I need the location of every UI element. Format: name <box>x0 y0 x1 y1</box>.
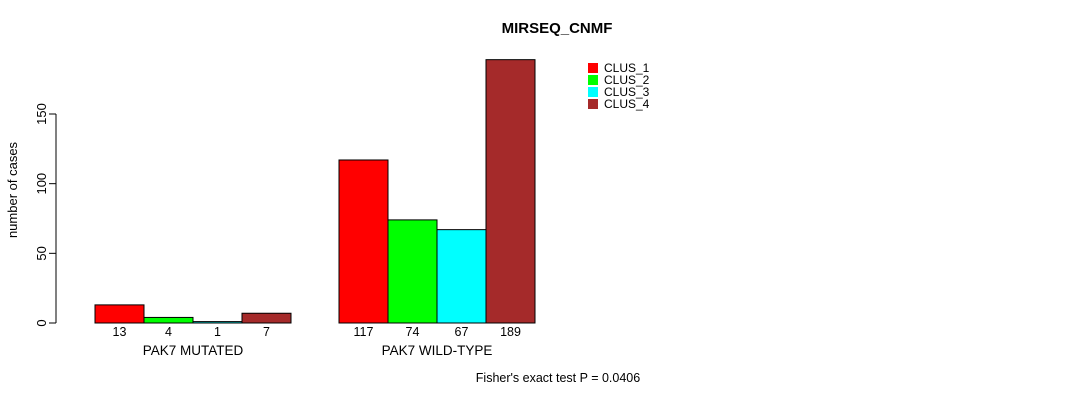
chart-title: MIRSEQ_CNMF <box>501 20 613 37</box>
legend-label: CLUS_1 <box>604 61 650 75</box>
group-label: PAK7 MUTATED <box>143 343 244 358</box>
bar-clus_2-mutated <box>143 316 194 324</box>
legend-label: CLUS_2 <box>604 73 650 87</box>
y-tick-label: 100 <box>34 173 49 195</box>
bar-value-label: 67 <box>455 325 469 339</box>
pvalue-annotation: Fisher's exact test P = 0.0406 <box>475 371 641 385</box>
bar-clus_4-wildtype <box>485 59 536 324</box>
legend-item-clus_4: CLUS_4 <box>588 98 649 110</box>
bar-value-label: 7 <box>263 325 270 339</box>
legend: CLUS_1 CLUS_2 CLUS_3 CLUS_4 <box>588 62 649 110</box>
bar-clus_2-wildtype <box>387 219 438 324</box>
legend-swatch-clus_4 <box>588 99 598 109</box>
legend-swatch-clus_1 <box>588 63 598 73</box>
legend-label: CLUS_4 <box>604 97 650 111</box>
bar-value-label: 189 <box>500 325 521 339</box>
legend-item-clus_3: CLUS_3 <box>588 86 649 98</box>
bar-value-label: 117 <box>354 325 374 339</box>
y-tick-label: 50 <box>34 246 49 260</box>
legend-item-clus_1: CLUS_1 <box>588 62 649 74</box>
bar-value-label: 4 <box>165 325 172 339</box>
legend-swatch-clus_2 <box>588 75 598 85</box>
bar-clus_3-wildtype <box>436 229 487 324</box>
bar-clus_1-mutated <box>94 304 145 324</box>
bar-value-label: 13 <box>113 325 127 339</box>
bar-clus_1-wildtype <box>338 159 389 324</box>
bar-clus_4-mutated <box>241 312 292 324</box>
bar-value-label: 74 <box>406 325 420 339</box>
bar-value-label: 1 <box>214 325 221 339</box>
y-tick-label: 0 <box>34 319 49 326</box>
y-axis-title: number of cases <box>5 141 20 238</box>
legend-label: CLUS_3 <box>604 85 650 99</box>
bar-clus_3-mutated <box>192 321 243 324</box>
group-label: PAK7 WILD-TYPE <box>382 343 493 358</box>
legend-swatch-clus_3 <box>588 87 598 97</box>
y-tick-label: 150 <box>34 103 49 125</box>
legend-item-clus_2: CLUS_2 <box>588 74 649 86</box>
